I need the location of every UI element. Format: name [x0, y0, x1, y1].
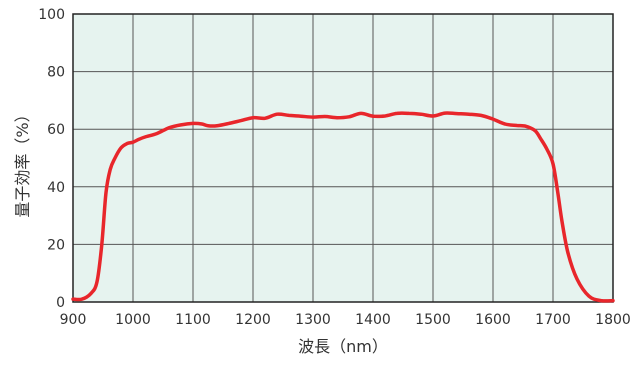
y-tick-label: 100	[38, 7, 65, 23]
x-tick-label: 1000	[115, 312, 151, 328]
y-tick-label: 0	[56, 295, 65, 311]
y-tick-label: 20	[47, 237, 65, 253]
y-tick-label: 80	[47, 65, 65, 81]
series-layer	[71, 111, 615, 303]
y-tick-label: 60	[47, 122, 65, 138]
x-tick-label: 1700	[535, 312, 571, 328]
x-tick-label: 900	[60, 312, 87, 328]
x-axis-ticks: 900 1000 1100 1200 1300 1400 1500 1600 1700 1800	[60, 312, 631, 328]
y-axis-title: 量子効率（%）	[13, 106, 32, 217]
x-tick-label: 1600	[475, 312, 511, 328]
x-tick-label: 1300	[295, 312, 331, 328]
x-tick-label: 1400	[355, 312, 391, 328]
x-axis-title: 波長（nm）	[298, 337, 388, 356]
x-tick-label: 1800	[595, 312, 631, 328]
y-tick-label: 40	[47, 180, 65, 196]
plot-area	[73, 14, 613, 302]
y-axis-ticks: 0 20 40 60 80 100	[38, 7, 65, 311]
x-tick-label: 1500	[415, 312, 451, 328]
x-tick-label: 1200	[235, 312, 271, 328]
x-tick-label: 1100	[175, 312, 211, 328]
plot-frame	[72, 13, 614, 303]
quantum-efficiency-line	[71, 111, 615, 303]
